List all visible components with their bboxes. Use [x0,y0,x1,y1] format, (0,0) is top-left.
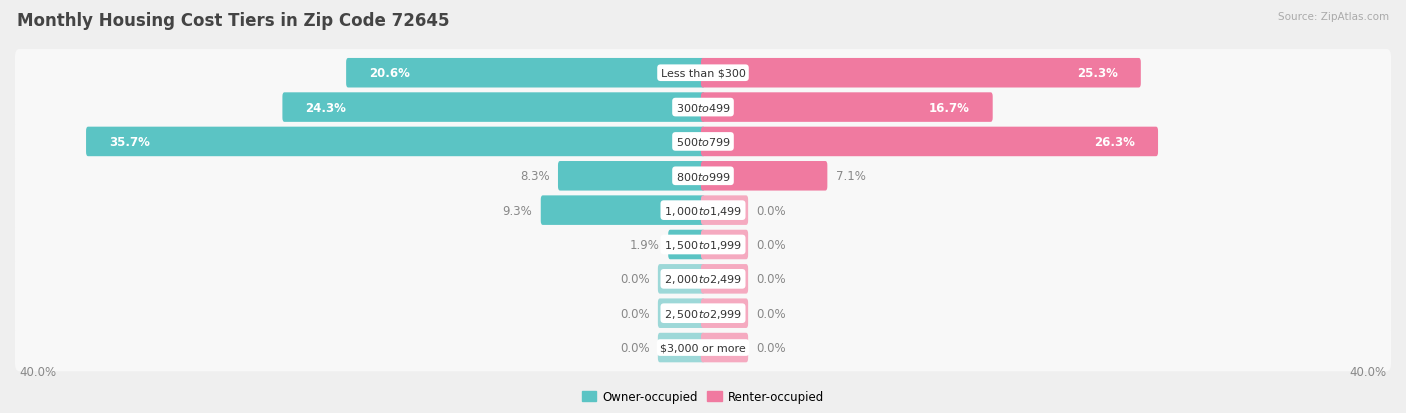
Text: 0.0%: 0.0% [620,341,650,354]
FancyBboxPatch shape [702,161,827,191]
Text: $1,000 to $1,499: $1,000 to $1,499 [664,204,742,217]
FancyBboxPatch shape [15,119,1391,166]
Text: 20.6%: 20.6% [368,67,409,80]
FancyBboxPatch shape [346,59,704,88]
Text: 16.7%: 16.7% [929,101,970,114]
Text: 7.1%: 7.1% [835,170,866,183]
Text: 0.0%: 0.0% [756,204,786,217]
FancyBboxPatch shape [702,196,748,225]
Text: $1,500 to $1,999: $1,500 to $1,999 [664,238,742,252]
Text: Less than $300: Less than $300 [661,69,745,78]
FancyBboxPatch shape [702,230,748,260]
FancyBboxPatch shape [658,264,704,294]
Text: $2,500 to $2,999: $2,500 to $2,999 [664,307,742,320]
FancyBboxPatch shape [541,196,704,225]
FancyBboxPatch shape [702,127,1159,157]
Text: 40.0%: 40.0% [20,365,56,378]
FancyBboxPatch shape [15,187,1391,234]
FancyBboxPatch shape [702,299,748,328]
Text: 0.0%: 0.0% [756,341,786,354]
Text: $300 to $499: $300 to $499 [675,102,731,114]
Text: Source: ZipAtlas.com: Source: ZipAtlas.com [1278,12,1389,22]
Text: 25.3%: 25.3% [1077,67,1118,80]
Text: $500 to $799: $500 to $799 [675,136,731,148]
Text: 0.0%: 0.0% [756,238,786,252]
FancyBboxPatch shape [15,324,1391,371]
Legend: Owner-occupied, Renter-occupied: Owner-occupied, Renter-occupied [578,385,828,408]
FancyBboxPatch shape [702,264,748,294]
Text: 9.3%: 9.3% [503,204,533,217]
Text: 35.7%: 35.7% [108,135,149,149]
FancyBboxPatch shape [283,93,704,123]
FancyBboxPatch shape [658,299,704,328]
Text: 24.3%: 24.3% [305,101,346,114]
FancyBboxPatch shape [86,127,704,157]
FancyBboxPatch shape [15,256,1391,303]
Text: 26.3%: 26.3% [1094,135,1135,149]
Text: $3,000 or more: $3,000 or more [661,343,745,353]
FancyBboxPatch shape [15,84,1391,131]
FancyBboxPatch shape [558,161,704,191]
FancyBboxPatch shape [702,93,993,123]
Text: $2,000 to $2,499: $2,000 to $2,499 [664,273,742,286]
Text: $800 to $999: $800 to $999 [675,171,731,183]
Text: 0.0%: 0.0% [620,307,650,320]
FancyBboxPatch shape [658,333,704,363]
Text: 40.0%: 40.0% [1350,365,1386,378]
FancyBboxPatch shape [702,59,1140,88]
Text: 1.9%: 1.9% [630,238,659,252]
Text: 0.0%: 0.0% [756,273,786,286]
Text: Monthly Housing Cost Tiers in Zip Code 72645: Monthly Housing Cost Tiers in Zip Code 7… [17,12,450,30]
FancyBboxPatch shape [668,230,704,260]
FancyBboxPatch shape [15,153,1391,200]
FancyBboxPatch shape [702,333,748,363]
Text: 0.0%: 0.0% [756,307,786,320]
Text: 8.3%: 8.3% [520,170,550,183]
FancyBboxPatch shape [15,290,1391,337]
FancyBboxPatch shape [15,221,1391,268]
Text: 0.0%: 0.0% [620,273,650,286]
FancyBboxPatch shape [15,50,1391,97]
